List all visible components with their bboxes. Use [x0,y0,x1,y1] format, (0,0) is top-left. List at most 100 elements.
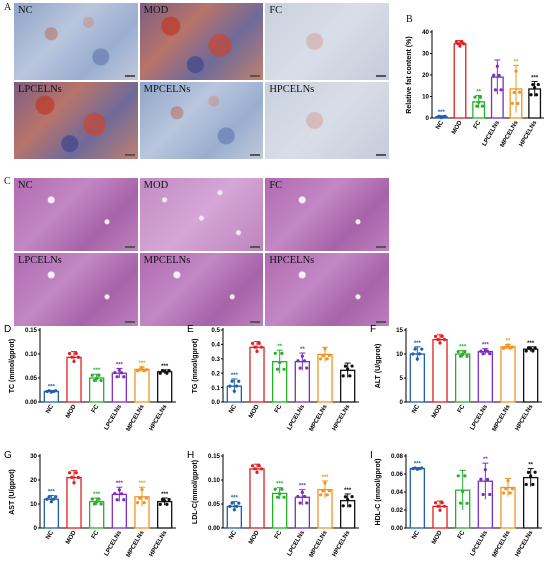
he-tile-label: FC [269,180,283,191]
significance-label: ** [514,59,519,65]
y-tick-label: 30 [30,453,37,460]
x-tick-label: NC [435,119,446,131]
x-tick-label: MPCELNs [491,529,512,559]
y-tick-label: 0.00 [208,525,221,532]
scale-bar [124,321,135,323]
y-tick-label: 0.08 [391,453,404,460]
he-micrograph-grid: NC MOD FC LPCELNs MPCELNs HPCELNs [14,178,389,326]
bar-nc [409,467,426,529]
data-point [493,88,498,92]
x-tick-label: FC [472,119,482,130]
y-tick-label: 30 [422,51,429,58]
x-tick-label: HPCELNs [148,529,169,558]
y-axis-label: ALT (U/gprot) [375,344,382,389]
data-point [119,492,124,496]
data-point [113,371,117,375]
significance-label: *** [161,492,169,498]
data-point [54,495,58,499]
x-tick-label: MPCELNs [491,403,512,433]
data-point [442,504,447,508]
data-point [163,499,167,503]
y-tick-label: 0.15 [208,453,221,460]
data-point [411,352,415,356]
data-point [420,466,424,470]
panel-letter: G [4,450,12,461]
data-point [250,464,255,468]
data-point [481,492,485,497]
y-tick-label: 0.5 [211,327,220,334]
data-point [144,496,149,500]
y-tick-label: 0.00 [25,399,38,406]
data-point [300,490,304,495]
data-point [536,82,540,87]
y-tick-label: 10 [422,94,429,101]
data-point [461,352,465,356]
data-point [302,494,307,499]
data-point [228,384,232,388]
data-point [531,482,535,487]
he-tile-mpcelns: MPCELNs [139,253,264,326]
data-point [504,345,508,349]
data-point [49,500,53,504]
significance-label: *** [414,462,422,468]
data-point [506,343,510,347]
significance-label: *** [527,341,535,347]
data-point [140,365,144,370]
data-point [524,482,528,487]
oil-red-o-tile-lpcelns: LPCELNs [14,82,138,159]
x-tick-label: MPCELNs [125,529,146,559]
data-point [138,496,142,500]
data-point [488,352,492,356]
data-point [463,349,467,354]
scale-bar [124,154,135,156]
data-point [90,373,94,377]
significance-label: *** [299,484,307,490]
data-point [533,470,537,474]
data-point [76,355,81,359]
x-tick-label: MOD [247,403,261,419]
x-tick-label: HPCELNs [514,403,535,432]
data-point [76,475,81,480]
data-point [117,368,121,372]
data-point [458,354,463,358]
x-tick-label: MOD [430,403,444,419]
significance-label: *** [138,361,146,367]
significance-label: ** [506,338,511,344]
data-point [158,502,162,506]
x-tick-label: LPCELNs [286,529,306,557]
data-point [346,367,350,371]
data-point [234,384,239,388]
data-point [510,345,515,349]
x-tick-label: HPCELNs [331,403,352,432]
x-tick-label: FC [456,403,466,414]
bar-lpcelns [477,350,494,403]
data-point [298,501,302,505]
data-point [138,368,142,372]
y-tick-label: 0.10 [25,351,38,358]
data-point [458,44,462,48]
significance-label: *** [93,492,101,498]
data-point [113,491,117,496]
x-tick-label: LPCELNs [103,403,123,431]
panel-letter: E [187,324,194,335]
oil-red-o-micrograph-grid: NC MOD FC LPCELNs MPCELNs HPCELNs [14,3,389,159]
data-point [499,88,503,92]
data-point [454,40,458,44]
data-point [323,481,327,485]
oil-red-o-tile-mpcelns: MPCELNs [139,82,264,159]
significance-label: ** [528,463,533,469]
data-point [70,475,74,479]
x-tick-label: LPCELNs [286,403,306,431]
y-tick-label: 0 [426,115,430,122]
significance-label: *** [321,475,329,481]
he-tile-lpcelns: LPCELNs [14,253,138,326]
data-point [275,367,280,371]
significance-label: *** [482,343,490,349]
data-point [415,357,419,361]
y-tick-label: 10 [396,351,403,358]
data-point [442,337,447,342]
data-point [237,501,241,505]
data-point [436,337,440,342]
data-point [348,504,352,508]
